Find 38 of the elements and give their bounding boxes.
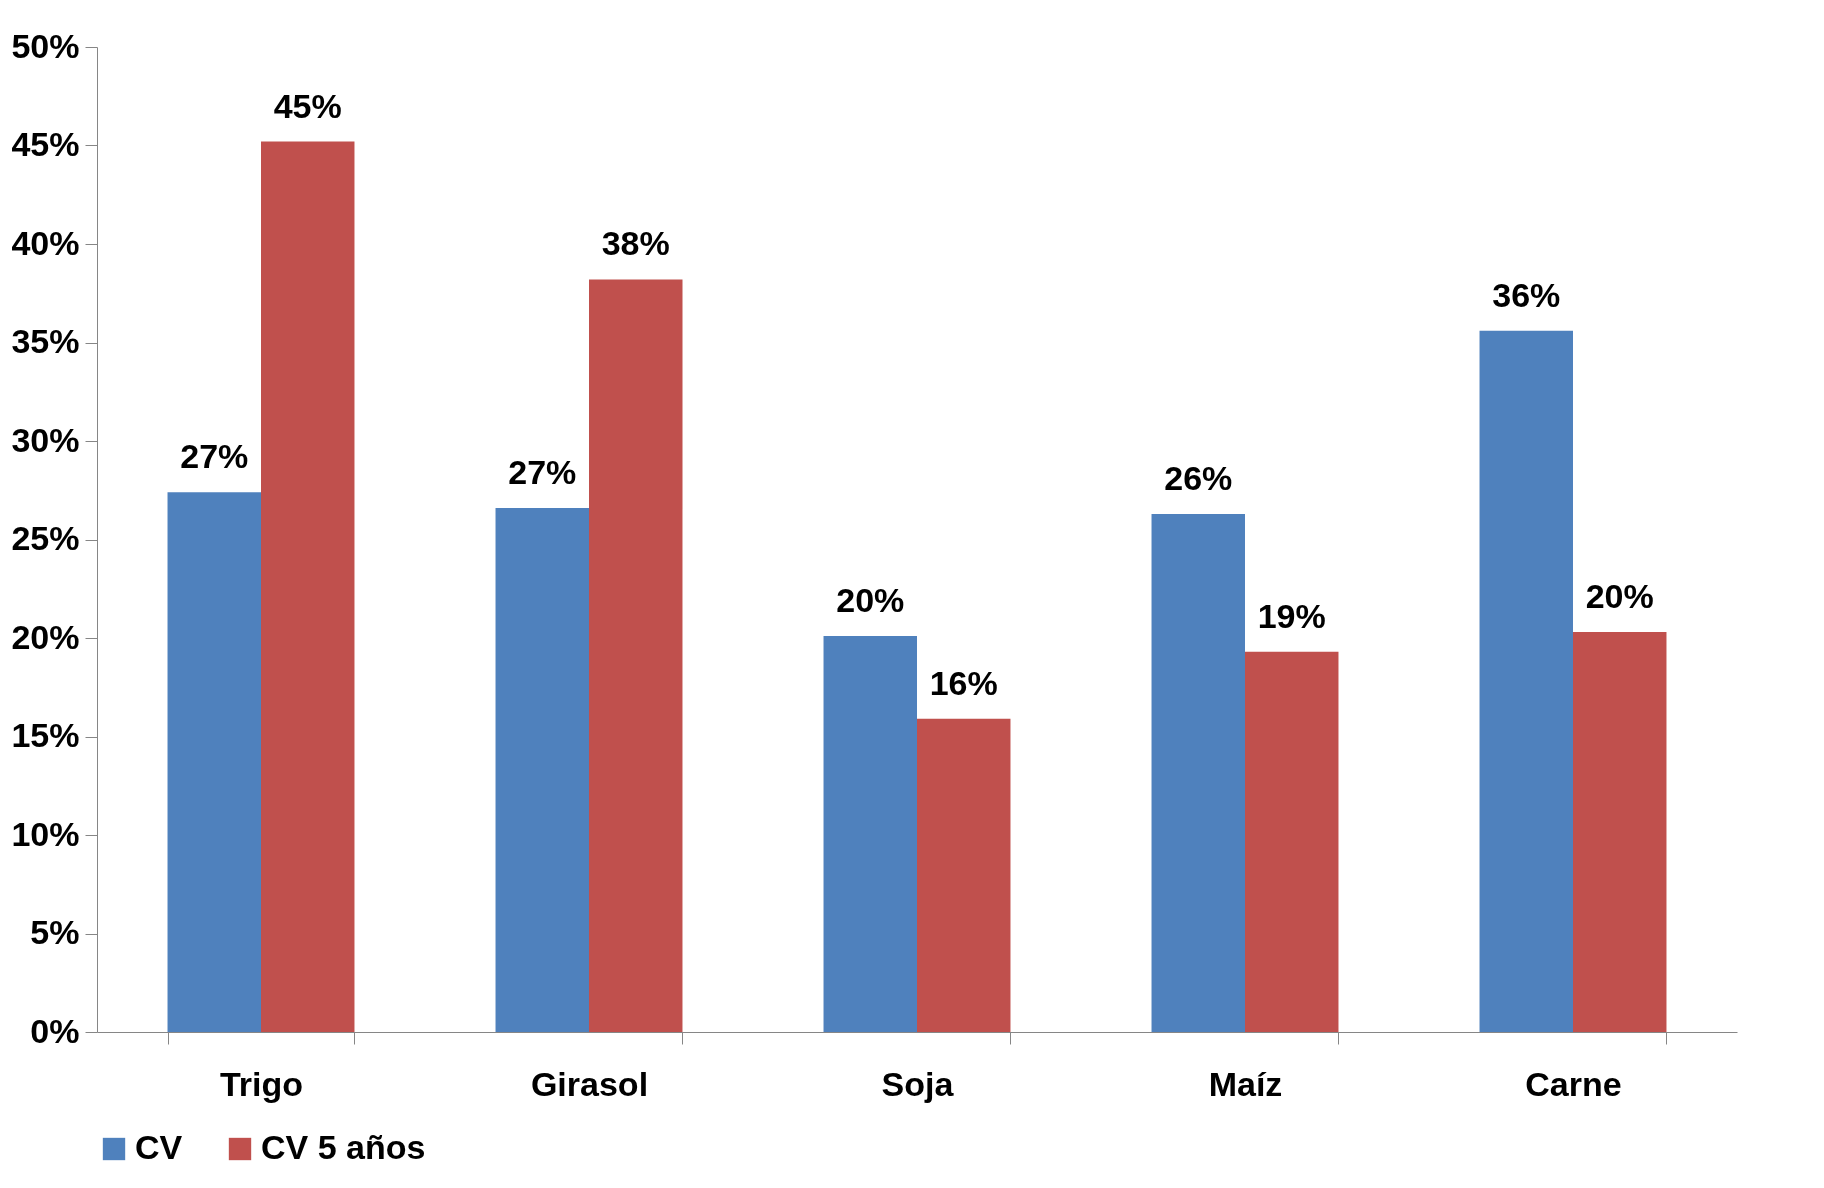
x-tick-label: Soja [881, 1064, 955, 1103]
x-tick-label: Trigo [219, 1064, 304, 1103]
bar [261, 141, 355, 1032]
y-tick-label: 10% [11, 814, 80, 853]
bar [495, 507, 589, 1032]
y-tick-label: 25% [11, 519, 80, 557]
x-tick-label: Carne [1525, 1064, 1622, 1103]
y-tick-label: 5% [30, 913, 80, 951]
legend-label: CV 5 años [261, 1128, 426, 1166]
data-label: 27% [508, 452, 577, 491]
y-tick-label: 20% [11, 617, 80, 656]
bar [1479, 330, 1573, 1032]
data-label: 38% [601, 224, 670, 263]
data-label: 20% [1585, 577, 1654, 616]
data-label: 36% [1492, 275, 1561, 314]
x-tick-label: Girasol [530, 1064, 649, 1103]
bar [1245, 651, 1339, 1032]
x-tick-label: Maíz [1208, 1064, 1283, 1103]
legend-label: CV [135, 1128, 183, 1166]
bar [589, 279, 683, 1032]
y-tick-label: 35% [11, 322, 80, 360]
bar [917, 718, 1011, 1032]
data-label: 16% [929, 663, 998, 702]
bar [167, 492, 261, 1032]
y-tick-label: 50% [11, 26, 80, 65]
y-tick-label: 45% [11, 125, 80, 163]
y-tick-label: 15% [11, 716, 80, 754]
bar [1151, 513, 1245, 1032]
data-label: 27% [180, 437, 249, 476]
data-label: 26% [1164, 458, 1233, 497]
data-label: 19% [1257, 596, 1326, 635]
bar [1573, 632, 1667, 1032]
bar [823, 636, 917, 1032]
y-tick-label: 40% [11, 223, 80, 262]
y-tick-label: 30% [11, 420, 80, 459]
data-label: 45% [273, 86, 342, 125]
y-tick-label: 0% [30, 1011, 80, 1050]
data-label: 20% [836, 581, 905, 620]
